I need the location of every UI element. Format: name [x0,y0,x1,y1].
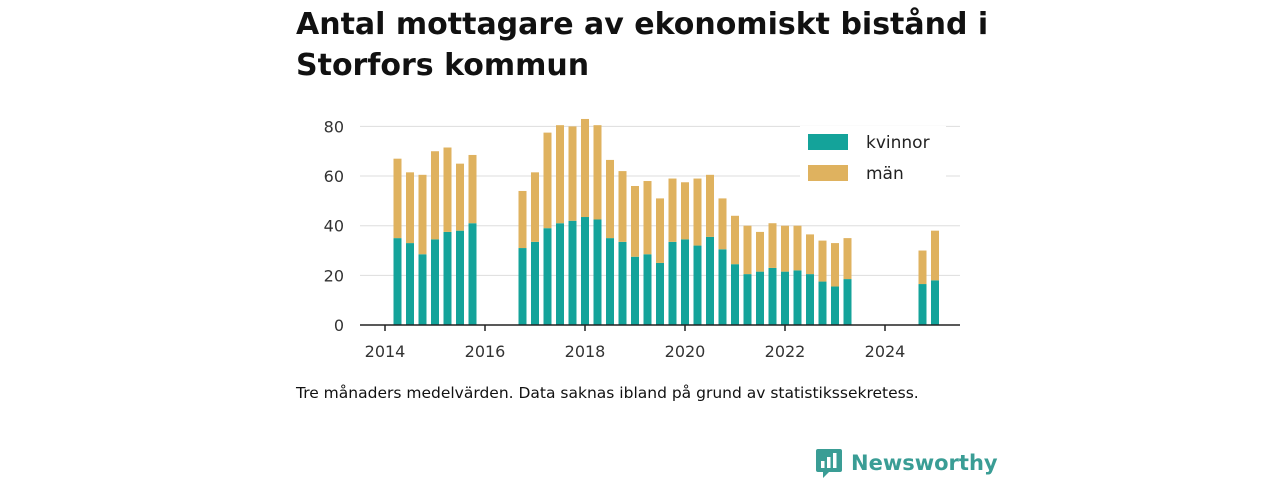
bar-man [418,174,427,255]
bar-kvinnor [668,241,677,325]
bar-kvinnor [543,228,552,325]
bar-man [731,215,739,265]
bar-man [831,243,839,287]
bar-kvinnor [556,223,564,325]
bar-man [818,240,827,282]
bar-kvinnor [743,274,752,325]
y-axis-ticks: 0 20 40 60 80 [324,117,344,335]
bar-kvinnor [793,270,802,325]
bar-kvinnor [831,286,839,325]
bar-man [756,231,764,272]
bar-man [918,250,927,285]
bar-kvinnor [631,256,639,325]
legend: kvinnor män [800,126,946,190]
bar-man [768,223,777,268]
y-tick-label: 40 [324,217,344,236]
brand-logo: Newsworthy [815,446,998,480]
bar-man [693,178,702,246]
x-tick-label: 2020 [665,342,706,361]
chart-caption: Tre månaders medelvärden. Data saknas ib… [296,384,919,402]
x-tick-label: 2014 [365,342,406,361]
bar-kvinnor [593,219,602,325]
brand-name: Newsworthy [851,451,998,475]
bar-kvinnor [706,236,714,325]
bar-man [843,238,852,280]
bar-man [743,225,752,275]
bar-kvinnor [806,274,814,325]
y-tick-label: 80 [324,117,344,136]
bar-kvinnor [606,238,614,325]
y-tick-label: 60 [324,167,344,186]
bar-man [706,174,714,237]
bar-man [531,172,539,242]
legend-swatch [808,134,848,150]
bar-man [793,225,802,271]
bar-kvinnor [518,248,527,325]
bar-man [456,163,464,231]
bar-man [518,190,527,249]
bar-kvinnor [931,280,939,325]
bar-kvinnor [531,241,539,325]
bar-man [631,185,639,257]
x-axis-ticks: 2014 2016 2018 2020 2022 2024 [365,325,906,361]
bar-man [443,147,452,232]
bar-man [593,125,602,220]
bar-kvinnor [843,279,852,325]
bar-kvinnor [456,230,464,325]
bar-man [606,159,614,239]
bar-kvinnor [581,217,589,325]
bar-man [406,172,414,244]
bar-kvinnor [718,249,727,325]
bars [393,118,939,325]
bar-kvinnor [781,271,789,325]
bar-kvinnor [431,239,439,325]
bar-man [468,154,477,224]
bar-kvinnor [468,223,477,325]
bar-man [618,171,627,242]
bar-kvinnor [693,245,702,325]
bar-kvinnor [656,262,664,325]
bar-man [431,151,439,240]
bar-man [668,178,677,242]
bar-man [681,182,689,240]
bar-man [581,118,589,218]
legend-label: kvinnor [866,133,930,153]
bar-man [931,230,939,281]
x-tick-label: 2018 [565,342,606,361]
bar-man [806,234,814,275]
x-tick-label: 2022 [765,342,806,361]
bar-kvinnor [418,254,427,325]
bar-man [568,126,577,221]
bar-kvinnor [818,281,827,325]
bar-kvinnor [731,264,739,325]
y-tick-label: 20 [324,266,344,285]
bar-kvinnor [918,284,927,325]
bar-man [393,158,402,239]
bar-man [781,225,789,272]
bar-man [556,125,564,224]
legend-swatch [808,165,848,181]
bar-kvinnor [443,231,452,325]
bar-kvinnor [756,271,764,325]
bar-man [718,198,727,250]
x-tick-label: 2016 [465,342,506,361]
bar-kvinnor [568,220,577,325]
bar-kvinnor [393,238,402,325]
bar-chart-speech-icon [816,449,842,478]
y-tick-label: 0 [334,316,344,335]
bar-kvinnor [406,243,414,325]
bar-kvinnor [681,239,689,325]
bar-kvinnor [768,267,777,325]
bar-kvinnor [643,254,652,325]
chart-title: Antal mottagare av ekonomiskt bistånd i … [296,7,989,83]
legend-label: män [866,164,904,184]
x-tick-label: 2024 [865,342,906,361]
bar-man [643,181,652,255]
bar-man [656,198,664,263]
bar-kvinnor [618,241,627,325]
bar-man [543,132,552,229]
